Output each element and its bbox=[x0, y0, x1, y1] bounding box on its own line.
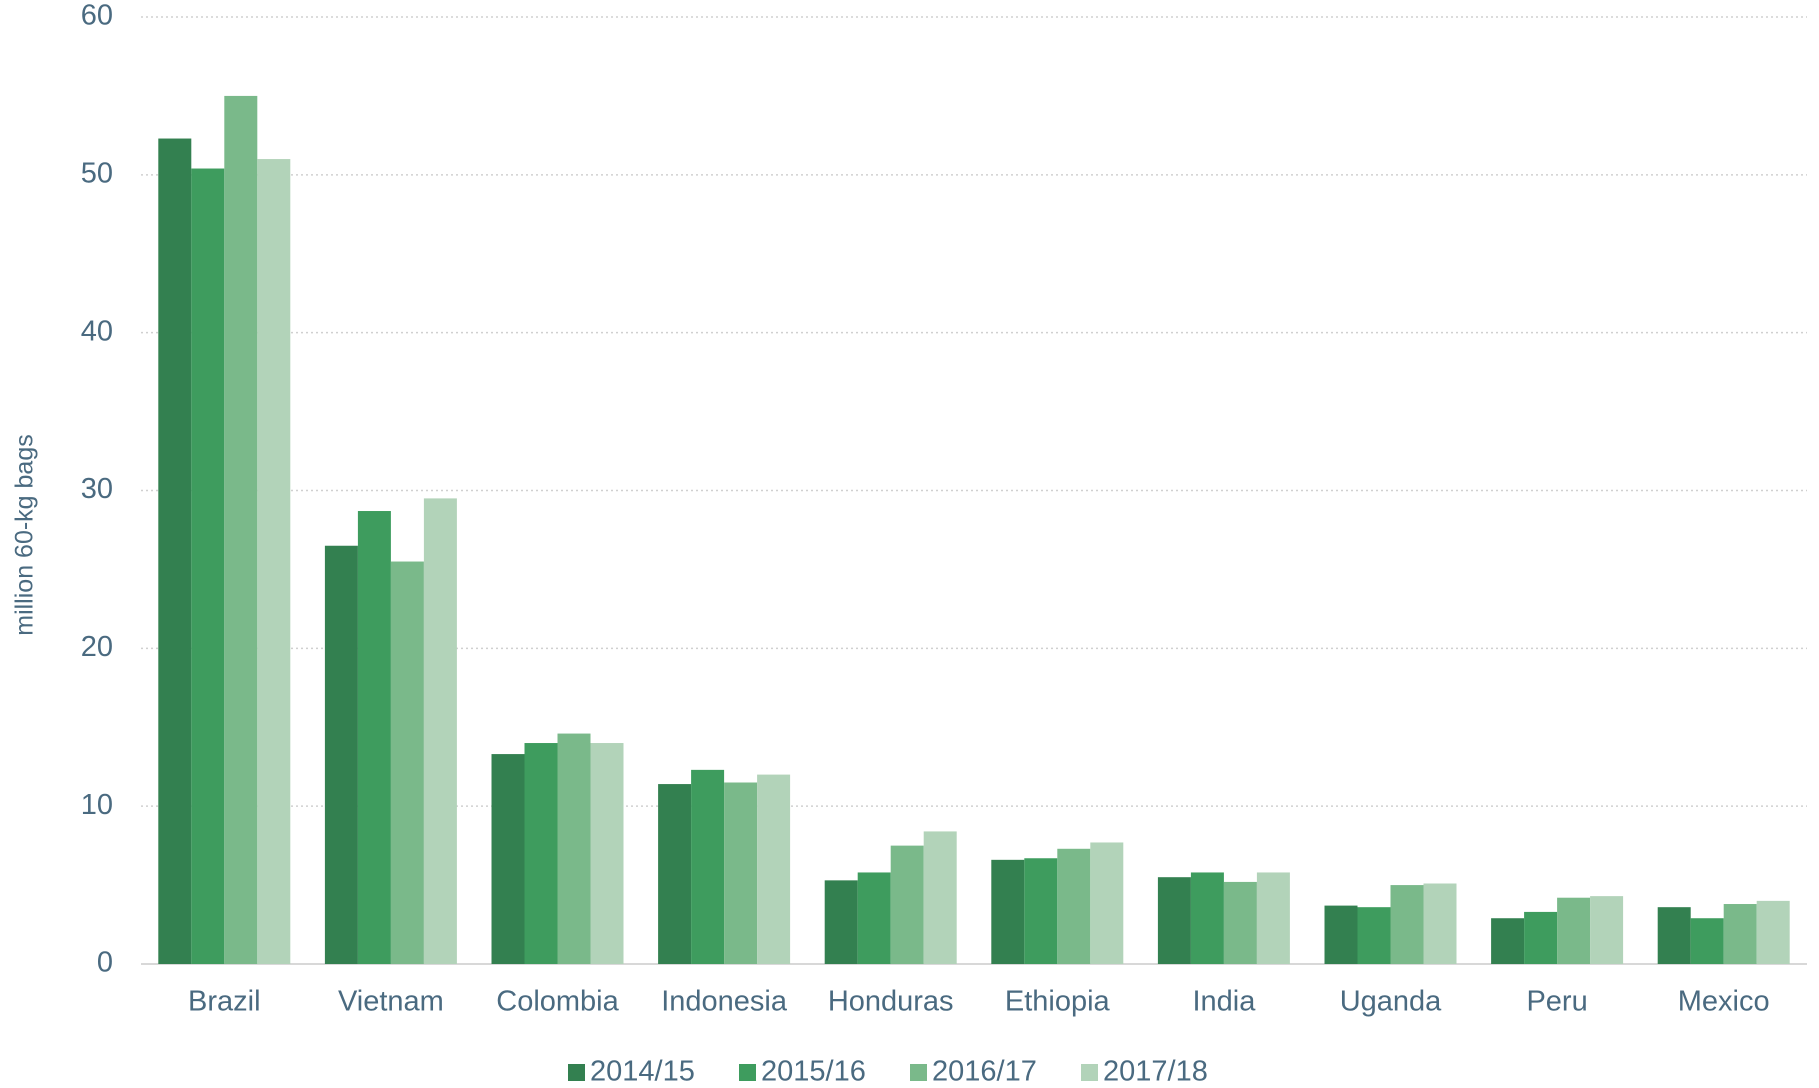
y-axis-label: million 60-kg bags bbox=[11, 434, 39, 636]
y-tick-label: 10 bbox=[81, 789, 113, 821]
bar bbox=[1256, 872, 1290, 964]
bar bbox=[724, 782, 758, 964]
bar bbox=[923, 831, 957, 964]
bar bbox=[224, 95, 258, 964]
legend-label: 2017/18 bbox=[1103, 1056, 1208, 1088]
bar bbox=[491, 754, 525, 964]
bar bbox=[158, 138, 192, 964]
x-tick-label: Ethiopia bbox=[1005, 986, 1111, 1018]
legend-label: 2015/16 bbox=[761, 1056, 866, 1088]
y-tick-label: 0 bbox=[97, 947, 113, 979]
bar bbox=[1090, 842, 1124, 964]
bar bbox=[1590, 896, 1624, 964]
bar bbox=[357, 511, 391, 964]
bar bbox=[1057, 848, 1091, 964]
y-tick-label: 50 bbox=[81, 157, 113, 189]
bar bbox=[1690, 918, 1724, 964]
bar bbox=[991, 859, 1025, 964]
bar bbox=[1390, 885, 1424, 964]
y-tick-label: 20 bbox=[81, 631, 113, 663]
bar bbox=[1190, 872, 1224, 964]
bar bbox=[557, 733, 591, 964]
bar bbox=[1223, 881, 1257, 964]
bar bbox=[1524, 911, 1558, 964]
bar bbox=[1357, 907, 1391, 964]
bar bbox=[191, 168, 225, 964]
bar bbox=[423, 498, 457, 964]
x-tick-label: Brazil bbox=[188, 986, 261, 1018]
bar bbox=[1756, 900, 1790, 964]
bar bbox=[1657, 907, 1691, 964]
y-tick-label: 40 bbox=[81, 315, 113, 347]
x-tick-label: Uganda bbox=[1340, 986, 1442, 1018]
bar bbox=[1557, 897, 1591, 964]
bar bbox=[1491, 918, 1525, 964]
legend-label: 2016/17 bbox=[932, 1056, 1037, 1088]
x-tick-label: Mexico bbox=[1678, 986, 1770, 1018]
x-tick-label: Colombia bbox=[496, 986, 619, 1018]
x-tick-label: Honduras bbox=[828, 986, 954, 1018]
bar bbox=[1423, 883, 1457, 964]
bar bbox=[857, 872, 891, 964]
x-tick-label: Vietnam bbox=[338, 986, 444, 1018]
legend-label: 2014/15 bbox=[590, 1056, 695, 1088]
bar bbox=[524, 743, 558, 964]
bar bbox=[1024, 858, 1058, 964]
bar bbox=[1723, 904, 1757, 964]
legend-swatch bbox=[739, 1064, 756, 1081]
legend-swatch bbox=[1081, 1064, 1098, 1081]
x-tick-label: India bbox=[1192, 986, 1256, 1018]
bar bbox=[590, 743, 624, 964]
legend-swatch bbox=[568, 1064, 585, 1081]
x-tick-label: Indonesia bbox=[661, 986, 788, 1018]
bar bbox=[890, 845, 924, 964]
legend-swatch bbox=[910, 1064, 927, 1081]
bar bbox=[324, 545, 358, 964]
bar bbox=[1324, 905, 1358, 964]
y-tick-label: 30 bbox=[81, 473, 113, 505]
bar bbox=[257, 159, 291, 965]
bar bbox=[691, 769, 725, 964]
bar bbox=[658, 784, 692, 964]
bar bbox=[1157, 877, 1191, 964]
x-tick-label: Peru bbox=[1526, 986, 1587, 1018]
bar bbox=[757, 774, 791, 964]
bar bbox=[824, 880, 858, 964]
y-tick-label: 60 bbox=[81, 0, 113, 32]
bar bbox=[390, 561, 424, 964]
